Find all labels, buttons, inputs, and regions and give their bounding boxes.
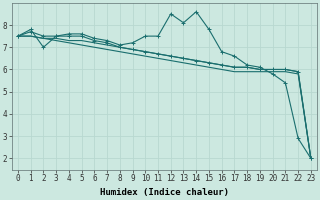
X-axis label: Humidex (Indice chaleur): Humidex (Indice chaleur)	[100, 188, 229, 197]
